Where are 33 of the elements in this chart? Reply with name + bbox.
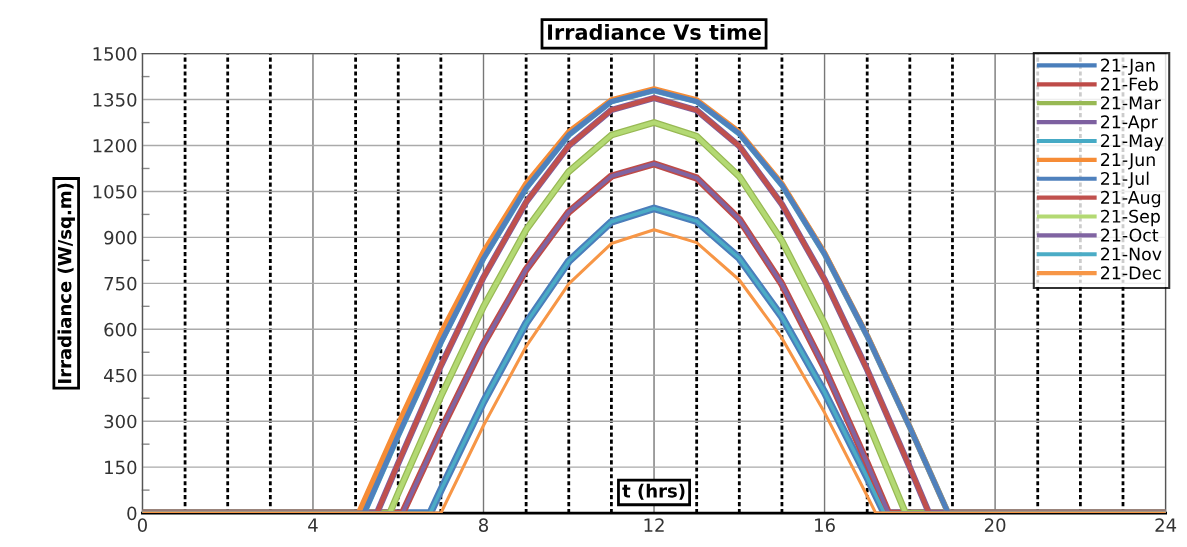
- x-tick-label: 24: [1155, 518, 1177, 532]
- y-tick-label: 1200: [93, 138, 137, 153]
- y-tick-label: 150: [105, 460, 137, 475]
- legend-label: 21-Mar: [1101, 96, 1161, 110]
- legend-label: 21-Apr: [1101, 115, 1158, 132]
- y-tick-label: 600: [104, 322, 137, 337]
- y-tick-label: 450: [104, 368, 137, 383]
- x-tick-label: 12: [644, 518, 664, 532]
- legend-label: 21-Sep: [1101, 209, 1160, 227]
- x-axis-title: t (hrs): [622, 483, 685, 500]
- legend-label: 21-Oct: [1101, 228, 1159, 242]
- y-tick-label: 300: [104, 414, 137, 429]
- legend-label: 21-May: [1101, 134, 1164, 151]
- legend-label: 21-Jan: [1101, 58, 1155, 75]
- y-tick-label: 900: [104, 230, 137, 245]
- x-tick-label: 20: [984, 518, 1006, 532]
- legend-label: 21-Dec: [1101, 266, 1161, 280]
- x-tick-label: 8: [478, 518, 489, 532]
- legend-label: 21-Aug: [1101, 190, 1161, 208]
- legend-label: 21-Jul: [1101, 171, 1149, 189]
- legend-label: 21-Feb: [1101, 77, 1158, 91]
- x-tick-label: 0: [137, 518, 147, 532]
- x-tick-label: 16: [815, 518, 835, 532]
- y-tick-label: 1350: [93, 93, 137, 107]
- legend-label: 21-Jun: [1101, 153, 1155, 170]
- y-tick-label: 750: [104, 276, 137, 291]
- y-tick-label: 1050: [93, 184, 137, 199]
- y-axis-title: Irradiance (W/sq.m): [57, 183, 75, 383]
- chart-title: Irradiance Vs time: [548, 23, 761, 41]
- y-tick-label: 1500: [93, 47, 137, 61]
- x-tick-label: 4: [308, 518, 318, 532]
- y-tick-label: 0: [127, 506, 137, 521]
- legend-label: 21-Nov: [1101, 247, 1162, 261]
